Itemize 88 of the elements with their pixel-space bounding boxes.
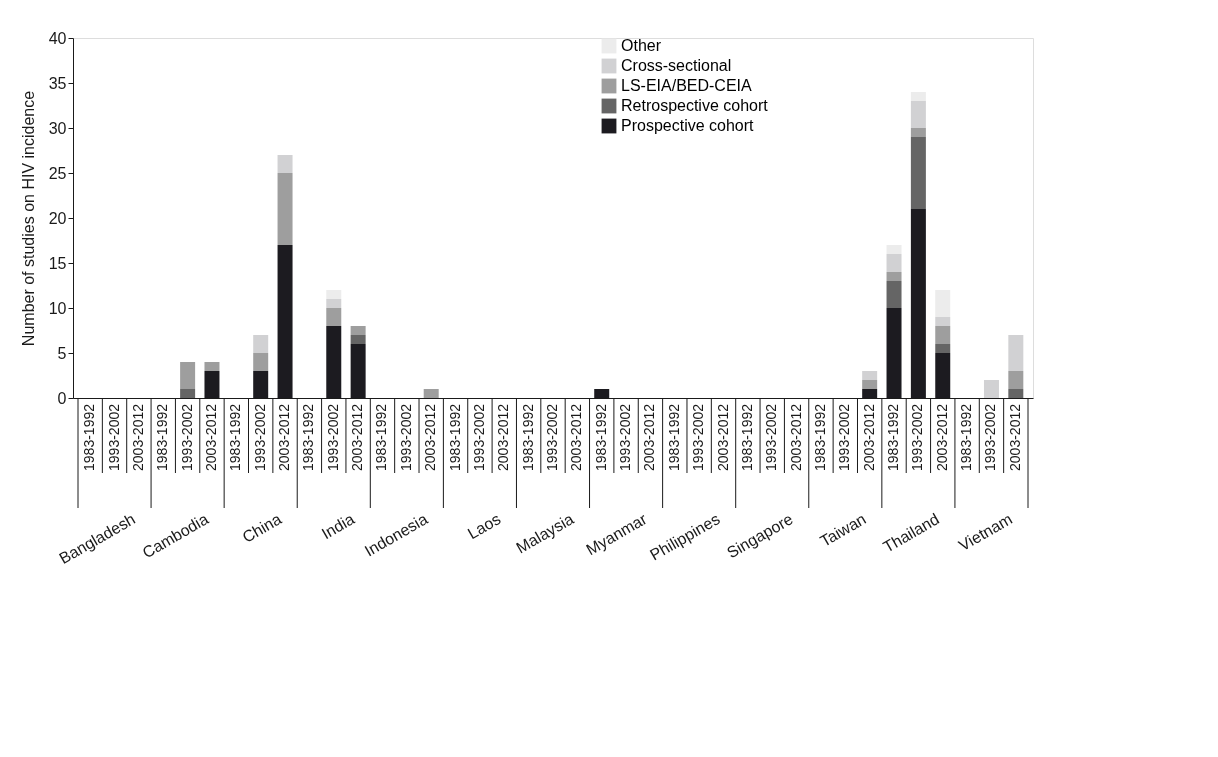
- x-tick-label: 1983-1992: [446, 403, 463, 471]
- bar: [326, 290, 342, 299]
- x-tick-label: 1983-1992: [154, 403, 171, 471]
- x-tick-label: 2003-2012: [202, 403, 219, 471]
- x-tick-label: 2003-2012: [1006, 403, 1023, 471]
- x-tick-label: 2003-2012: [933, 403, 950, 471]
- x-tick-label: 1983-1992: [227, 403, 244, 471]
- x-tick-label: 1993-2002: [982, 403, 999, 471]
- bar: [180, 362, 196, 389]
- bar: [862, 380, 878, 389]
- x-tick-label: 1983-1992: [885, 403, 902, 471]
- legend-label: LS-EIA/BED-CEIA: [621, 77, 753, 94]
- x-tick-label: 1993-2002: [397, 403, 414, 471]
- y-tick-label: 10: [48, 299, 67, 317]
- bar: [350, 326, 366, 335]
- y-tick-label: 0: [57, 389, 67, 407]
- bar: [886, 254, 902, 272]
- x-tick-label: 1983-1992: [519, 403, 536, 471]
- x-tick-label: 1993-2002: [105, 403, 122, 471]
- bar: [277, 173, 293, 245]
- x-tick-label: 2003-2012: [860, 403, 877, 471]
- x-tick-label: 1983-1992: [738, 403, 755, 471]
- x-tick-label: 1983-1992: [665, 403, 682, 471]
- bar: [862, 371, 878, 380]
- y-tick-label: 40: [48, 29, 67, 47]
- x-tick-label: 2003-2012: [641, 403, 658, 471]
- y-tick-label: 30: [48, 119, 67, 137]
- x-tick-label: 2003-2012: [714, 403, 731, 471]
- bar: [886, 272, 902, 281]
- x-tick-label: 1983-1992: [373, 403, 390, 471]
- x-tick-label: 1983-1992: [592, 403, 609, 471]
- x-tick-label: 1993-2002: [763, 403, 780, 471]
- bar: [886, 281, 902, 308]
- text: India: [318, 510, 358, 543]
- bar: [910, 101, 926, 128]
- x-tick-label: 1983-1992: [81, 403, 98, 471]
- x-tick-label: 1993-2002: [836, 403, 853, 471]
- bar: [886, 245, 902, 254]
- x-tick-label: 1983-1992: [300, 403, 317, 471]
- bar: [935, 344, 951, 353]
- x-tick-label: 1983-1992: [958, 403, 975, 471]
- y-tick-label: 15: [48, 254, 67, 272]
- x-tick-label: 1993-2002: [690, 403, 707, 471]
- bar: [253, 353, 269, 371]
- bar: [326, 299, 342, 308]
- y-tick-label: 25: [48, 164, 67, 182]
- x-tick-label: 1993-2002: [324, 403, 341, 471]
- y-tick-label: 5: [57, 344, 67, 362]
- y-tick-label: 20: [48, 209, 67, 227]
- x-tick-label: 1983-1992: [811, 403, 828, 471]
- x-tick-label: 1993-2002: [178, 403, 195, 471]
- bar: [253, 335, 269, 353]
- x-tick-label: 2003-2012: [495, 403, 512, 471]
- y-axis-title: Number of studies on HIV incidence: [19, 90, 37, 347]
- legend-label: Other: [621, 37, 662, 54]
- bar: [1008, 371, 1024, 389]
- bar: [350, 335, 366, 344]
- bar: [423, 389, 439, 398]
- bar: [935, 326, 951, 344]
- bar: [983, 380, 999, 398]
- bar: [935, 290, 951, 317]
- x-tick-label: 2003-2012: [568, 403, 585, 471]
- x-tick-label: 2003-2012: [276, 403, 293, 471]
- bar: [277, 155, 293, 173]
- text: China: [239, 510, 285, 546]
- bar: [1008, 389, 1024, 398]
- bar: [326, 308, 342, 326]
- legend-label: Prospective cohort: [621, 117, 755, 134]
- bar: [910, 137, 926, 209]
- bar: [935, 317, 951, 326]
- bar: [1008, 335, 1024, 371]
- bar: [180, 389, 196, 398]
- y-tick-label: 35: [48, 74, 67, 92]
- text: Laos: [464, 510, 504, 543]
- x-tick-label: 1993-2002: [544, 403, 560, 471]
- x-tick-label: 2003-2012: [422, 403, 439, 471]
- bar: [204, 362, 220, 371]
- x-tick-label: 2003-2012: [787, 403, 804, 471]
- x-tick-label: 2003-2012: [349, 403, 366, 471]
- x-tick-label: 1993-2002: [617, 403, 634, 471]
- x-tick-label: 1993-2002: [909, 403, 926, 471]
- legend-label: Retrospective cohort: [621, 97, 769, 114]
- x-tick-label: 2003-2012: [129, 403, 146, 471]
- x-tick-label: 1993-2002: [251, 403, 268, 471]
- bar: [910, 128, 926, 137]
- x-tick-label: 1993-2002: [470, 403, 487, 471]
- bar: [910, 92, 926, 101]
- legend-label: Cross-sectional: [621, 57, 732, 74]
